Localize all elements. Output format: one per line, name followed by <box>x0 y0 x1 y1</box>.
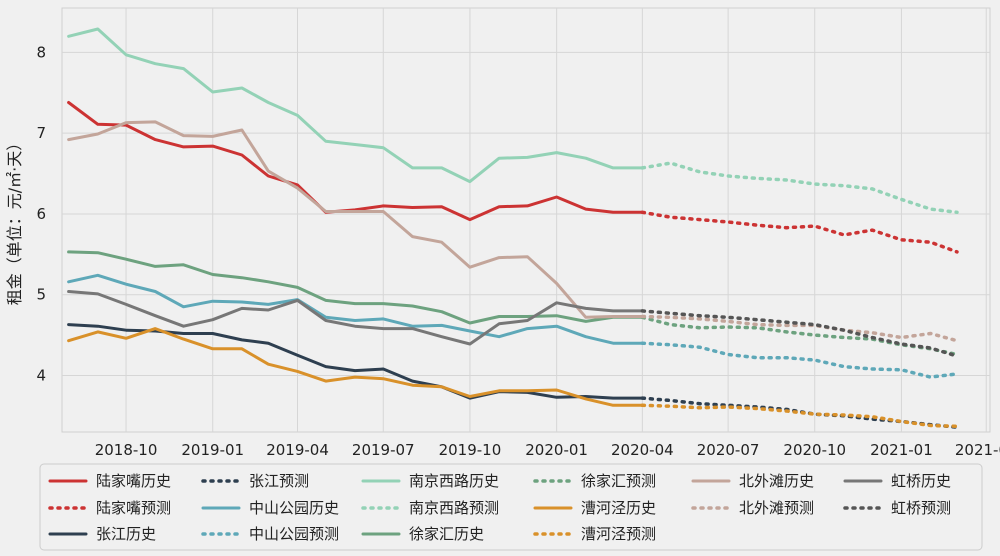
legend-label: 中山公园预测 <box>249 525 339 543</box>
legend-label: 张江历史 <box>96 525 156 543</box>
legend-label: 南京西路预测 <box>409 499 499 517</box>
x-tick-label: 2019-04 <box>266 441 329 459</box>
series-line-15 <box>640 309 959 358</box>
legend-label: 虹桥预测 <box>891 499 951 517</box>
x-tick-label: 2019-10 <box>439 441 502 459</box>
y-axis-title: 租金（单位：元/㎡·天） <box>5 135 24 305</box>
legend-label: 徐家汇预测 <box>581 472 656 490</box>
series-line-12 <box>67 120 644 319</box>
y-tick-label: 5 <box>36 286 46 304</box>
x-tick-label: 2020-07 <box>697 441 760 459</box>
legend-box <box>39 463 983 551</box>
legend-label: 北外滩预测 <box>739 499 814 517</box>
series-layer <box>67 27 959 429</box>
x-axis-ticks: 2018-10 2019-01 2019-04 2019-07 2019-10 2020-… <box>95 441 1000 459</box>
y-axis-ticks: 4 5 6 7 8 <box>36 43 46 384</box>
series-line-13 <box>640 314 959 343</box>
x-tick-label: 2020-10 <box>783 441 846 459</box>
y-tick-label: 6 <box>36 205 46 223</box>
series-line-5 <box>640 341 959 379</box>
legend-label: 漕河泾预测 <box>581 525 656 543</box>
x-tick-label: 2020-04 <box>611 441 674 459</box>
y-tick-label: 4 <box>36 366 46 384</box>
legend-label: 陆家嘴预测 <box>96 499 171 517</box>
series-line-1 <box>640 210 959 254</box>
x-tick-label: 2018-10 <box>95 441 158 459</box>
series-line-11 <box>640 403 959 429</box>
legend-label: 北外滩历史 <box>739 472 814 490</box>
x-tick-label: 2020-01 <box>525 441 588 459</box>
x-tick-label: 2021-01 <box>870 441 933 459</box>
y-tick-label: 8 <box>36 43 46 61</box>
series-line-10 <box>67 327 644 407</box>
grid-lines <box>62 8 990 432</box>
series-line-0 <box>67 101 644 222</box>
legend-label: 虹桥历史 <box>891 472 951 490</box>
y-tick-label: 7 <box>36 124 46 142</box>
plot-area <box>61 7 991 433</box>
x-tick-label: 2019-07 <box>352 441 415 459</box>
series-line-14 <box>67 290 644 346</box>
legend-label: 陆家嘴历史 <box>96 472 171 490</box>
legend-label: 中山公园历史 <box>249 499 339 517</box>
series-line-7 <box>640 161 959 215</box>
legend-label: 张江预测 <box>249 472 309 490</box>
series-line-4 <box>67 273 644 345</box>
series-line-8 <box>67 250 644 325</box>
x-tick-label: 2019-01 <box>181 441 244 459</box>
legend-label: 南京西路历史 <box>409 472 499 490</box>
series-line-6 <box>67 27 644 184</box>
x-tick-label: 2021-04 <box>955 441 1000 459</box>
legend-label: 漕河泾历史 <box>581 499 656 517</box>
legend-label: 徐家汇历史 <box>409 525 484 543</box>
